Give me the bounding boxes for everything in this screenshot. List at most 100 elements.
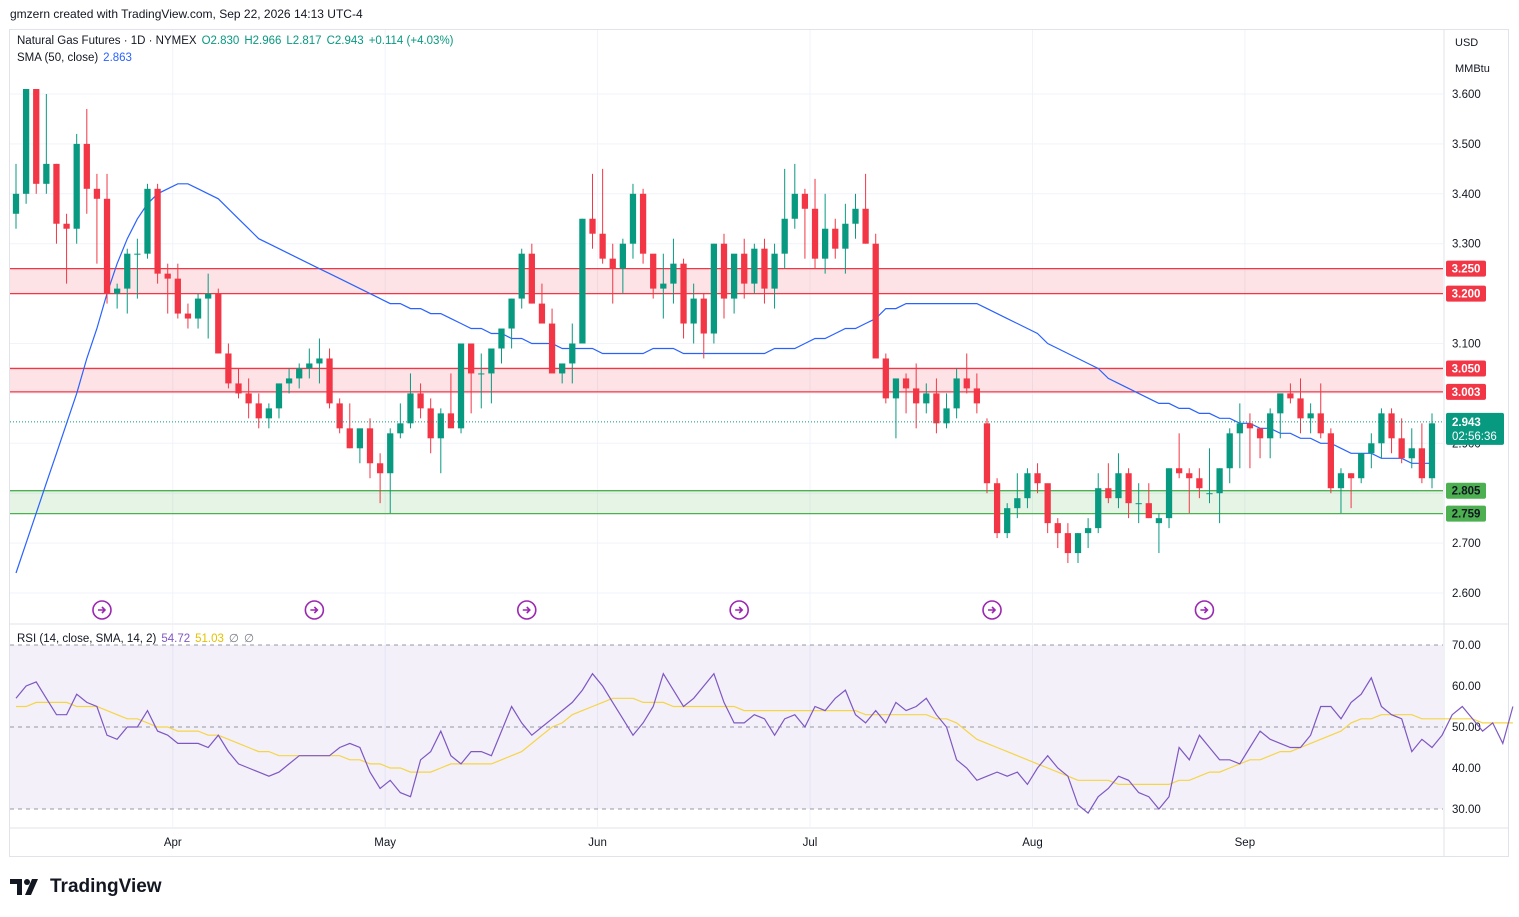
candle-down[interactable] — [599, 233, 606, 259]
candle-up[interactable] — [205, 293, 212, 299]
candle-down[interactable] — [1044, 483, 1051, 524]
candle-down[interactable] — [63, 223, 70, 229]
candle-up[interactable] — [397, 423, 404, 434]
candle-down[interactable] — [1064, 533, 1072, 554]
candle-up[interactable] — [1155, 518, 1163, 524]
candle-up[interactable] — [1337, 473, 1345, 489]
candle-down[interactable] — [164, 273, 171, 279]
candle-down[interactable] — [548, 323, 556, 374]
candle-up[interactable] — [1236, 423, 1243, 434]
candle-down[interactable] — [1034, 473, 1041, 484]
candle-down[interactable] — [1176, 468, 1183, 474]
candle-down[interactable] — [741, 253, 748, 284]
candle-down[interactable] — [832, 228, 839, 249]
candle-up[interactable] — [943, 408, 950, 424]
candle-up[interactable] — [619, 243, 626, 269]
candle-down[interactable] — [811, 208, 819, 259]
candle-down[interactable] — [235, 383, 242, 394]
candle-down[interactable] — [913, 388, 920, 404]
candle-down[interactable] — [468, 343, 475, 374]
candle-down[interactable] — [1145, 503, 1152, 519]
candle-down[interactable] — [963, 378, 970, 389]
candle-up[interactable] — [407, 393, 414, 424]
candle-down[interactable] — [366, 428, 374, 464]
candle-down[interactable] — [639, 193, 647, 254]
candle-down[interactable] — [103, 198, 111, 294]
candle-up[interactable] — [488, 348, 495, 374]
candle-up[interactable] — [316, 358, 323, 364]
candle-up[interactable] — [22, 89, 30, 194]
candle-down[interactable] — [1054, 523, 1061, 534]
candle-down[interactable] — [255, 403, 262, 419]
candle-down[interactable] — [174, 278, 181, 314]
candle-up[interactable] — [1095, 488, 1102, 529]
candle-up[interactable] — [1408, 448, 1415, 459]
candle-up[interactable] — [114, 288, 121, 294]
candle-down[interactable] — [53, 163, 60, 224]
candle-down[interactable] — [154, 188, 161, 274]
candle-up[interactable] — [1084, 528, 1092, 534]
candle-up[interactable] — [579, 218, 586, 344]
candle-down[interactable] — [933, 393, 940, 424]
candle-up[interactable] — [1024, 473, 1031, 499]
candle-up[interactable] — [285, 378, 293, 384]
candle-up[interactable] — [1277, 393, 1284, 414]
candle-up[interactable] — [690, 298, 697, 324]
sma-line[interactable] — [15, 183, 1432, 574]
rsi-line[interactable] — [15, 672, 1514, 814]
candle-up[interactable] — [569, 343, 576, 364]
candle-down[interactable] — [1246, 423, 1254, 429]
candle-down[interactable] — [93, 188, 101, 199]
candle-up[interactable] — [134, 253, 141, 255]
support-zone[interactable] — [10, 490, 1443, 514]
candle-up[interactable] — [1115, 473, 1122, 499]
candle-down[interactable] — [326, 358, 333, 404]
resistance-zone[interactable] — [10, 368, 1443, 392]
candle-down[interactable] — [700, 298, 707, 334]
candle-down[interactable] — [427, 408, 434, 439]
candle-up[interactable] — [629, 193, 637, 244]
candle-down[interactable] — [447, 413, 455, 429]
candle-down[interactable] — [215, 293, 222, 354]
candle-up[interactable] — [781, 218, 788, 254]
candle-up[interactable] — [265, 408, 272, 419]
candle-up[interactable] — [1004, 508, 1011, 534]
candle-up[interactable] — [306, 363, 313, 369]
candle-up[interactable] — [953, 378, 960, 409]
rsi-label[interactable]: RSI (14, close, SMA, 14, 2) — [17, 633, 157, 645]
candle-down[interactable] — [1196, 478, 1203, 489]
candle-up[interactable] — [710, 243, 718, 334]
candle-up[interactable] — [559, 363, 566, 374]
candle-down[interactable] — [376, 463, 384, 474]
candle-up[interactable] — [1206, 493, 1213, 495]
candle-down[interactable] — [184, 313, 192, 319]
candle-up[interactable] — [296, 368, 303, 379]
candle-up[interactable] — [457, 343, 465, 429]
rsi-ma-line[interactable] — [16, 697, 1513, 786]
symbol-name[interactable]: Natural Gas Futures · 1D · NYMEX — [17, 35, 197, 47]
candle-down[interactable] — [983, 423, 991, 484]
candle-up[interactable] — [43, 163, 50, 184]
candle-down[interactable] — [83, 143, 90, 189]
candle-up[interactable] — [387, 433, 394, 474]
candle-down[interactable] — [650, 253, 657, 289]
unit-label[interactable]: MMBtu — [1455, 63, 1490, 75]
candle-up[interactable] — [1074, 533, 1082, 554]
candle-up[interactable] — [478, 373, 485, 375]
candle-up[interactable] — [791, 193, 798, 219]
candle-up[interactable] — [892, 378, 900, 399]
candle-down[interactable] — [538, 303, 546, 324]
candle-down[interactable] — [1297, 398, 1304, 419]
candle-up[interactable] — [1428, 423, 1436, 479]
candle-down[interactable] — [1256, 428, 1264, 439]
candle-up[interactable] — [1378, 413, 1385, 444]
candle-down[interactable] — [902, 378, 910, 389]
candle-down[interactable] — [872, 243, 879, 359]
candle-down[interactable] — [1347, 473, 1355, 479]
candle-down[interactable] — [589, 218, 596, 234]
candle-down[interactable] — [862, 208, 869, 244]
candle-up[interactable] — [144, 188, 151, 254]
candle-up[interactable] — [73, 143, 80, 229]
candle-down[interactable] — [1327, 433, 1334, 489]
